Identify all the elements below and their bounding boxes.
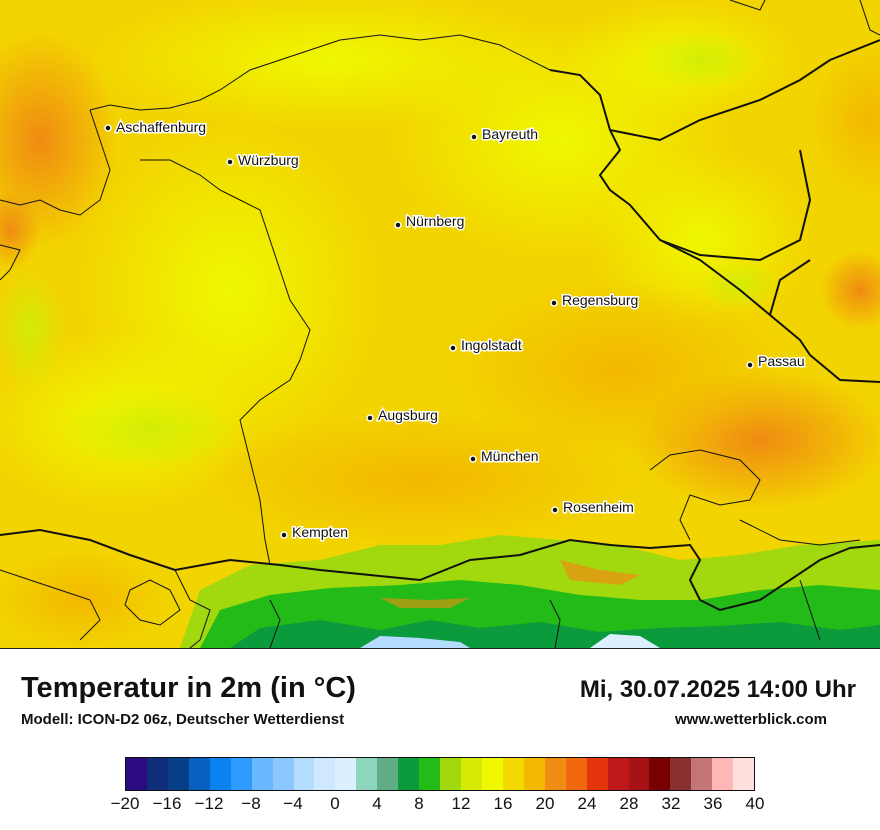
legend-swatch: [586, 758, 608, 790]
legend-swatch: [628, 758, 650, 790]
legend-tick-label: 36: [703, 794, 723, 813]
legend-tick-label: 40: [745, 794, 765, 813]
color-legend: [125, 757, 755, 791]
legend-swatch: [670, 758, 692, 790]
legend-swatch: [712, 758, 734, 790]
svg-text:Regensburg: Regensburg: [562, 292, 638, 308]
legend-swatch: [146, 758, 168, 790]
legend-tick-label: 0: [330, 794, 340, 813]
legend-swatch: [230, 758, 252, 790]
city-bayreuth: Bayreuth: [470, 125, 540, 144]
website-link[interactable]: www.wetterblick.com: [675, 711, 827, 728]
map-title: Temperatur in 2m (in °C): [21, 672, 356, 704]
svg-text:Rosenheim: Rosenheim: [563, 499, 634, 515]
legend-swatch: [691, 758, 713, 790]
legend-swatch: [251, 758, 273, 790]
legend-tick-label: 24: [577, 794, 597, 813]
legend-swatch: [335, 758, 357, 790]
legend-tick-label: 20: [535, 794, 555, 813]
legend-swatch: [126, 758, 147, 790]
svg-text:Kempten: Kempten: [292, 524, 348, 540]
svg-text:München: München: [481, 448, 539, 464]
temperature-map: Aschaffenburg Bayreuth Würzburg Nürnberg…: [0, 0, 880, 649]
svg-text:Aschaffenburg: Aschaffenburg: [116, 119, 206, 135]
svg-text:Passau: Passau: [758, 353, 805, 369]
city-nuernberg: Nürnberg: [394, 212, 466, 231]
legend-swatch: [565, 758, 587, 790]
model-source: Modell: ICON-D2 06z, Deutscher Wetterdie…: [21, 711, 345, 728]
city-markers: Aschaffenburg Bayreuth Würzburg Nürnberg…: [104, 118, 806, 542]
legend-swatch: [398, 758, 420, 790]
city-rosenheim: Rosenheim: [551, 498, 635, 517]
city-wuerzburg: Würzburg: [226, 151, 300, 170]
legend-swatch: [649, 758, 671, 790]
legend-tick-label: 28: [619, 794, 639, 813]
svg-text:Augsburg: Augsburg: [378, 407, 438, 423]
legend-swatch: [461, 758, 482, 790]
legend-swatch: [481, 758, 503, 790]
legend-swatch: [377, 758, 399, 790]
legend-swatch: [167, 758, 189, 790]
legend-tick-label: 32: [661, 794, 681, 813]
state-borders: [0, 0, 880, 648]
svg-text:Ingolstadt: Ingolstadt: [461, 337, 522, 353]
legend-tick-labels: −20 −16 −12 −8 −4 0 4 8 12 16 20 24 28 32 36 40: [0, 794, 880, 816]
legend-swatch: [272, 758, 294, 790]
svg-text:Bayreuth: Bayreuth: [482, 126, 538, 142]
legend-swatch: [544, 758, 566, 790]
legend-swatch: [607, 758, 629, 790]
forecast-datetime: Mi, 30.07.2025 14:00 Uhr: [579, 676, 856, 703]
svg-text:Würzburg: Würzburg: [238, 152, 299, 168]
legend-swatch: [209, 758, 231, 790]
legend-tick-label: −4: [283, 794, 303, 813]
legend-tick-label: 4: [372, 794, 382, 813]
city-passau: Passau: [746, 352, 806, 371]
legend-swatch: [733, 758, 755, 790]
legend-tick-label: −12: [194, 794, 224, 813]
city-regensburg: Regensburg: [550, 291, 640, 310]
legend-swatch: [314, 758, 336, 790]
legend-swatch: [293, 758, 315, 790]
legend-swatch: [356, 758, 378, 790]
city-augsburg: Augsburg: [366, 406, 439, 425]
legend-swatch: [523, 758, 545, 790]
country-border: [0, 39, 880, 612]
legend-tick-label: 8: [414, 794, 424, 813]
svg-text:Nürnberg: Nürnberg: [406, 213, 464, 229]
legend-swatch: [188, 758, 210, 790]
legend-swatch: [440, 758, 461, 790]
legend-tick-label: 12: [451, 794, 471, 813]
legend-tick-label: −20: [110, 794, 140, 813]
city-muenchen: München: [469, 447, 540, 466]
city-kempten: Kempten: [280, 523, 350, 542]
city-aschaffenburg: Aschaffenburg: [104, 118, 208, 137]
legend-tick-label: −8: [241, 794, 261, 813]
legend-tick-label: 16: [493, 794, 513, 813]
legend-swatch: [502, 758, 524, 790]
legend-swatch: [419, 758, 441, 790]
city-ingolstadt: Ingolstadt: [449, 336, 523, 355]
legend-tick-label: −16: [152, 794, 182, 813]
